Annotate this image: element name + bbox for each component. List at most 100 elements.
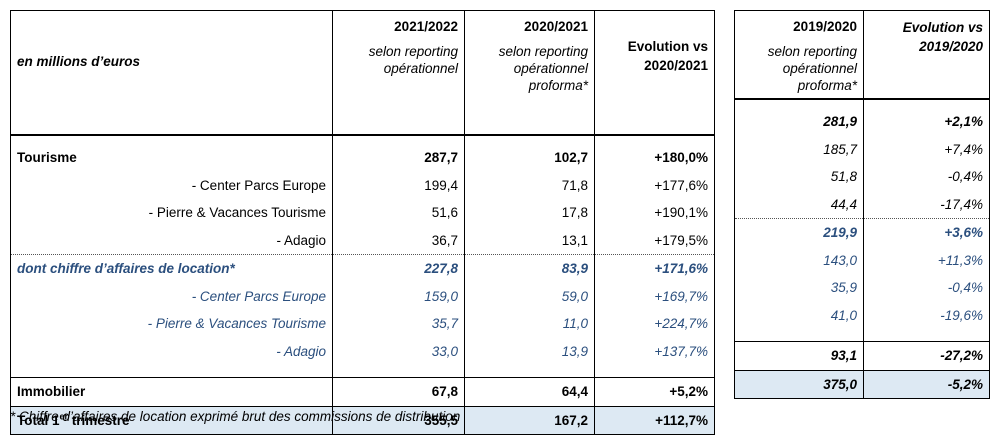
cell-value: 35,9 <box>830 280 857 296</box>
cell-value: 35,7 <box>332 310 465 338</box>
total-label-main: Total 1 <box>17 412 60 428</box>
col-2020-2021-year: 2020/2021 <box>524 19 588 34</box>
revenue-table-main: en millions d’euros 2021/2022 selon repo… <box>10 10 715 435</box>
revenue-table-comparison: 2019/2020 selon reporting opérationnel p… <box>734 10 990 399</box>
cell-value: 185,7 <box>823 141 857 157</box>
cell-value: 143,0 <box>823 252 857 268</box>
cell-value: 219,9 <box>823 225 857 241</box>
cell-value: +137,7% <box>594 337 715 365</box>
col-evolution-2019-header: Evolution vs 2019/2020 <box>863 10 990 100</box>
col-2019-2020-sub: selon reporting opérationnel proforma* <box>767 44 857 93</box>
cell-value: 13,9 <box>464 337 595 365</box>
col-2021-2022-header: 2021/2022 selon reporting opérationnel <box>332 10 465 136</box>
cell-value: -27,2% <box>863 341 990 370</box>
table-row: 185,7 +7,4% <box>735 135 990 163</box>
col-2019-2020-year: 2019/2020 <box>793 19 857 34</box>
row-label: - Pierre & Vacances Tourisme <box>147 316 326 332</box>
col-evolution-header: Evolution vs 2020/2021 <box>594 10 715 136</box>
cell-value: 44,4 <box>734 190 864 219</box>
cell-value: +112,7% <box>594 405 715 435</box>
col-2020-2021-sub: selon reporting opérationnel proforma* <box>498 44 588 93</box>
cell-value: 11,0 <box>464 310 595 338</box>
cell-value: +2,1% <box>863 108 990 136</box>
table-row: - Center Parcs Europe 199,4 71,8 +177,6% <box>11 171 715 199</box>
cell-value: 51,8 <box>830 169 857 185</box>
cell-value: 281,9 <box>823 114 857 130</box>
cell-value: 167,2 <box>464 405 595 435</box>
cell-value: +180,0% <box>594 144 715 172</box>
cell-value: 51,6 <box>332 199 465 227</box>
row-label: - Adagio <box>10 226 333 255</box>
cell-value: -0,4% <box>863 274 990 302</box>
cell-value: 199,4 <box>332 171 465 199</box>
cell-value: -19,6% <box>863 301 990 329</box>
header-row: en millions d’euros 2021/2022 selon repo… <box>10 10 715 136</box>
footnote: * Chiffre d’affaires de location exprimé… <box>10 409 461 424</box>
total-row: Total 1er trimestre 355,5 167,2 +112,7% <box>10 405 715 435</box>
table-row: - Pierre & Vacances Tourisme 51,6 17,8 +… <box>11 199 715 227</box>
cell-value: 159,0 <box>332 282 465 310</box>
row-label: Tourisme <box>17 150 77 166</box>
cell-value: +11,3% <box>863 246 990 274</box>
cell-value: 41,0 <box>830 307 857 323</box>
col-2021-2022-sub: selon reporting opérationnel <box>368 44 458 76</box>
table-row: - Adagio 36,7 13,1 +179,5% <box>10 226 715 255</box>
table-row: Tourisme 287,7 102,7 +180,0% <box>11 144 715 172</box>
table-row: - Center Parcs Europe 159,0 59,0 +169,7% <box>11 282 715 310</box>
col-2019-2020-header: 2019/2020 selon reporting opérationnel p… <box>734 10 864 100</box>
cell-value: +5,2% <box>594 377 715 406</box>
table-row: Immobilier 67,8 64,4 +5,2% <box>11 377 715 406</box>
cell-value: +190,1% <box>594 199 715 227</box>
row-label: - Center Parcs Europe <box>191 177 326 193</box>
cell-value: 93,1 <box>830 348 857 364</box>
table-row: 51,8 -0,4% <box>735 163 990 191</box>
col-2021-2022-year: 2021/2022 <box>394 19 458 34</box>
table-row: 281,9 +2,1% <box>735 108 990 136</box>
table-row: dont chiffre d’affaires de location* 227… <box>11 254 715 283</box>
total-label-sup: er <box>59 411 69 422</box>
table-row: 93,1 -27,2% <box>735 341 990 370</box>
row-label: - Center Parcs Europe <box>191 288 326 304</box>
cell-value: +3,6% <box>863 218 990 247</box>
cell-value: -5,2% <box>863 369 990 399</box>
cell-value: 17,8 <box>464 199 595 227</box>
cell-value: +179,5% <box>594 226 715 255</box>
cell-value: 287,7 <box>332 144 465 172</box>
cell-value: +7,4% <box>863 135 990 163</box>
cell-value: +169,7% <box>594 282 715 310</box>
header-row: 2019/2020 selon reporting opérationnel p… <box>734 10 990 100</box>
table-row: 35,9 -0,4% <box>735 274 990 302</box>
cell-value: +224,7% <box>594 310 715 338</box>
table-row: - Pierre & Vacances Tourisme 35,7 11,0 +… <box>11 310 715 338</box>
row-label: Immobilier <box>17 384 86 400</box>
cell-value: -0,4% <box>863 163 990 191</box>
total-row: 375,0 -5,2% <box>734 369 990 399</box>
cell-value: -17,4% <box>863 190 990 219</box>
cell-value: 64,4 <box>464 377 595 406</box>
table-row: 143,0 +11,3% <box>735 246 990 274</box>
cell-value: 33,0 <box>332 337 465 365</box>
cell-value: 67,8 <box>332 377 465 406</box>
cell-value: 355,5 <box>332 405 465 435</box>
row-label: - Adagio <box>276 343 326 359</box>
table-row: - Adagio 33,0 13,9 +137,7% <box>11 337 715 365</box>
cell-value: 36,7 <box>332 226 465 255</box>
table-row: 41,0 -19,6% <box>735 301 990 329</box>
units-label: en millions d’euros <box>10 10 333 136</box>
cell-value: 83,9 <box>464 254 595 283</box>
cell-value: +177,6% <box>594 171 715 199</box>
cell-value: 59,0 <box>464 282 595 310</box>
cell-value: 227,8 <box>332 254 465 283</box>
cell-value: 375,0 <box>734 369 864 399</box>
row-label: dont chiffre d’affaires de location* <box>17 261 235 277</box>
total-label-rest: trimestre <box>68 412 130 428</box>
cell-value: +171,6% <box>594 254 715 283</box>
col-2020-2021-header: 2020/2021 selon reporting opérationnel p… <box>464 10 595 136</box>
row-label: - Pierre & Vacances Tourisme <box>148 205 326 221</box>
row-label: Total 1er trimestre <box>10 405 333 435</box>
table-row: 44,4 -17,4% <box>734 190 990 219</box>
cell-value: 13,1 <box>464 226 595 255</box>
table-row: 219,9 +3,6% <box>735 218 990 247</box>
cell-value: 71,8 <box>464 171 595 199</box>
cell-value: 102,7 <box>464 144 595 172</box>
